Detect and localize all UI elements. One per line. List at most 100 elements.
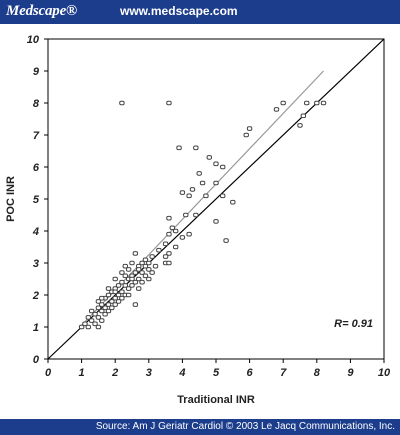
data-point	[119, 279, 125, 285]
data-point	[166, 231, 172, 237]
data-point	[189, 187, 196, 192]
data-point	[112, 302, 118, 307]
x-tick-label: 1	[79, 367, 85, 379]
data-point	[115, 292, 122, 298]
data-point	[92, 321, 98, 327]
data-point	[129, 276, 135, 282]
x-tick-label: 5	[213, 367, 220, 379]
data-point	[125, 286, 132, 291]
data-point	[314, 100, 320, 106]
data-point	[132, 302, 139, 307]
data-point	[166, 251, 172, 256]
data-point	[186, 231, 192, 237]
data-point	[149, 270, 155, 275]
data-point	[146, 267, 152, 272]
data-point	[183, 212, 189, 218]
x-tick-label: 9	[347, 367, 354, 379]
data-point	[105, 302, 112, 307]
data-point	[112, 289, 118, 295]
data-point	[213, 219, 219, 224]
data-point	[95, 315, 102, 320]
data-point	[105, 292, 112, 298]
data-point	[129, 260, 135, 266]
data-point	[85, 324, 92, 330]
data-point	[166, 215, 172, 221]
data-point	[162, 254, 169, 259]
x-tick-labels: 0 1 2 3 4 5 6 7 8 9 10	[45, 367, 391, 379]
data-point	[105, 308, 112, 314]
data-point	[142, 263, 149, 269]
data-point	[246, 126, 253, 131]
data-point	[146, 260, 152, 266]
x-tick-label: 4	[178, 367, 185, 379]
brand-logo[interactable]: Medscape®	[6, 3, 78, 19]
correlation-annotation: R= 0.91	[334, 318, 373, 330]
data-point	[125, 267, 132, 272]
data-point	[78, 324, 85, 330]
data-point	[304, 100, 310, 106]
data-point	[136, 276, 142, 282]
y-tick-label: 5	[33, 194, 40, 206]
data-point	[139, 260, 145, 266]
data-point	[223, 238, 229, 243]
tick-marks	[44, 38, 385, 363]
data-point	[88, 318, 95, 323]
data-point	[193, 212, 199, 218]
y-tick-label: 4	[32, 226, 39, 238]
data-point	[85, 315, 92, 320]
data-point	[99, 318, 105, 323]
data-point	[136, 286, 142, 291]
data-point	[220, 164, 226, 170]
x-tick-label: 6	[247, 367, 254, 379]
data-point	[139, 270, 145, 275]
scatter-chart: 0 1 2 3 4 5 6 7 8 9 10 0 1 2 3 4 5 6 7 8 9 10 R= 0.91 Tradit…	[5, 34, 391, 406]
y-tick-label: 7	[33, 130, 40, 142]
data-point	[92, 311, 98, 317]
data-point	[146, 276, 152, 282]
x-tick-label: 3	[146, 367, 152, 379]
x-tick-label: 10	[378, 367, 391, 379]
data-point	[169, 225, 176, 231]
data-point	[119, 295, 125, 301]
data-point	[99, 308, 105, 314]
x-tick-label: 2	[111, 367, 118, 379]
data-point	[99, 302, 105, 307]
x-tick-label: 8	[314, 367, 321, 379]
data-point	[149, 254, 155, 259]
data-point	[136, 267, 142, 272]
data-point	[300, 113, 307, 119]
footer-bar: Source: Am J Geriatr Cardiol © 2003 Le J…	[0, 419, 400, 435]
y-tick-label: 3	[33, 258, 39, 270]
data-point	[196, 171, 202, 176]
data-point	[230, 199, 236, 205]
data-point	[139, 279, 145, 285]
data-point	[176, 145, 182, 151]
data-point	[152, 263, 159, 269]
x-axis-label: Traditional INR	[177, 394, 255, 406]
header-bar: Medscape® www.medscape.com	[0, 0, 400, 24]
y-tick-label: 9	[33, 66, 40, 78]
data-point	[129, 283, 135, 288]
site-url[interactable]: www.medscape.com	[120, 4, 238, 18]
data-point	[172, 228, 179, 234]
data-point	[132, 251, 139, 256]
y-tick-labels: 0 1 2 3 4 5 6 7 8 9 10	[27, 34, 40, 366]
data-points	[78, 100, 327, 330]
data-point	[115, 299, 122, 304]
data-point	[112, 295, 118, 301]
data-point	[112, 276, 118, 282]
data-point	[122, 263, 128, 269]
data-point	[105, 286, 112, 291]
data-point	[122, 283, 128, 288]
data-point	[199, 180, 206, 186]
data-point	[166, 100, 172, 106]
data-point	[122, 273, 128, 279]
data-point	[297, 123, 303, 128]
data-point	[156, 247, 162, 253]
data-point	[95, 299, 102, 304]
data-point	[102, 305, 108, 311]
data-point	[109, 299, 115, 304]
y-tick-label: 1	[33, 322, 39, 334]
data-point	[166, 260, 172, 266]
x-tick-label: 0	[45, 367, 52, 379]
